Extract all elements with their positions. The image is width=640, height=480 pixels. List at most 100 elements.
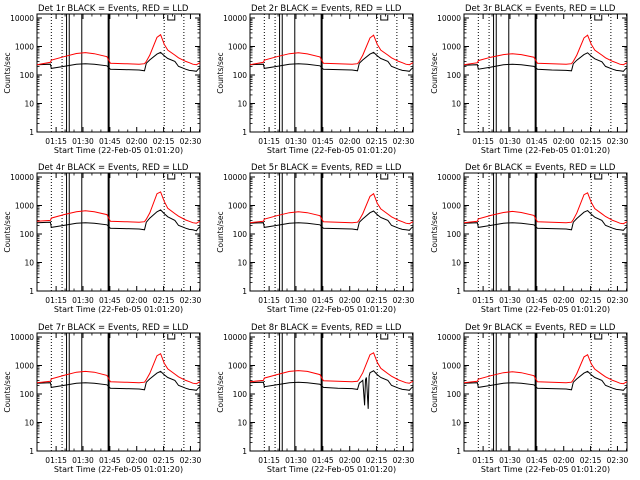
- y-axis-label: Counts/sec: [430, 52, 439, 93]
- y-axis-label: Counts/sec: [216, 211, 225, 252]
- y-axis-label: Counts/sec: [216, 52, 225, 93]
- x-tick-label: 02:15: [580, 296, 602, 305]
- panel-det-6r: Det 6r BLACK = Events, RED = LLD 1 10 100 10…: [430, 163, 628, 314]
- state-bracket: [380, 15, 389, 21]
- y-axis-label: Counts/sec: [3, 371, 12, 412]
- plot-frame: [249, 13, 414, 133]
- series-line-events: [36, 370, 201, 391]
- x-tick-label: 01:15: [258, 296, 280, 305]
- x-tick-label: 02:15: [366, 137, 388, 146]
- x-tick-label: 02:30: [393, 456, 415, 465]
- y-tick-label: 10: [451, 419, 461, 428]
- x-tick-label: 02:15: [580, 456, 602, 465]
- y-tick-label: 10: [451, 100, 461, 109]
- x-tick-label: 02:30: [607, 456, 629, 465]
- y-tick-label: 100: [233, 390, 248, 399]
- x-tick-label: 02:15: [580, 137, 602, 146]
- state-bracket: [594, 174, 603, 180]
- y-tick-label: 10000: [223, 173, 247, 182]
- x-tick-label: 01:15: [45, 137, 67, 146]
- y-tick-label: 10000: [437, 173, 461, 182]
- x-tick-label: 02:30: [393, 296, 415, 305]
- x-axis-label: Start Time (22-Feb-05 01:01:20): [267, 305, 396, 314]
- x-tick-label: 02:00: [339, 296, 361, 305]
- plot-frame: [249, 332, 414, 452]
- panel-title: Det 1r BLACK = Events, RED = LLD: [38, 4, 189, 14]
- y-tick-label: 10: [24, 100, 34, 109]
- x-tick-label: 02:30: [607, 137, 629, 146]
- x-tick-label: 01:45: [526, 456, 548, 465]
- panel-det-3r: Det 3r BLACK = Events, RED = LLD 1 10 100 10…: [430, 4, 628, 155]
- x-tick-label: 01:30: [285, 296, 307, 305]
- plot-frame: [36, 13, 201, 133]
- y-tick-label: 10: [237, 419, 247, 428]
- y-tick-label: 1: [242, 447, 247, 456]
- x-axis-label: Start Time (22-Feb-05 01:01:20): [54, 305, 183, 314]
- y-tick-label: 1000: [442, 43, 461, 52]
- series-line-lld: [36, 191, 201, 224]
- panel-title: Det 3r BLACK = Events, RED = LLD: [465, 4, 616, 14]
- plot-frame: [36, 172, 201, 292]
- x-axis-label: Start Time (22-Feb-05 01:01:20): [481, 465, 610, 474]
- y-tick-label: 100: [20, 230, 35, 239]
- y-tick-label: 1000: [228, 43, 247, 52]
- panel-title: Det 2r BLACK = Events, RED = LLD: [251, 4, 402, 14]
- y-axis-label: Counts/sec: [3, 52, 12, 93]
- series-line-lld: [249, 352, 414, 384]
- y-tick-label: 100: [20, 71, 35, 80]
- x-tick-label: 01:15: [472, 137, 494, 146]
- x-tick-label: 01:45: [312, 456, 334, 465]
- x-tick-label: 01:15: [45, 296, 67, 305]
- y-tick-label: 1: [29, 287, 34, 296]
- y-tick-label: 10000: [223, 14, 247, 23]
- y-tick-label: 10: [237, 100, 247, 109]
- x-tick-label: 02:00: [126, 137, 148, 146]
- series-line-events: [36, 51, 201, 72]
- y-tick-label: 10: [237, 259, 247, 268]
- y-tick-label: 1: [456, 447, 461, 456]
- y-tick-label: 1000: [442, 202, 461, 211]
- panel-det-5r: Det 5r BLACK = Events, RED = LLD 1 10 100 10…: [216, 163, 414, 314]
- plot-frame: [249, 172, 414, 292]
- x-tick-label: 02:00: [339, 137, 361, 146]
- y-tick-label: 10: [24, 259, 34, 268]
- x-tick-label: 02:30: [180, 137, 202, 146]
- series-line-lld: [36, 33, 201, 66]
- plot-frame: [36, 332, 201, 452]
- y-tick-label: 10000: [437, 14, 461, 23]
- panel-title: Det 5r BLACK = Events, RED = LLD: [251, 163, 402, 173]
- panel-title: Det 6r BLACK = Events, RED = LLD: [465, 163, 616, 173]
- x-tick-label: 01:15: [472, 296, 494, 305]
- panel-det-4r: Det 4r BLACK = Events, RED = LLD 1 10 100 10…: [3, 163, 201, 314]
- x-tick-label: 01:30: [499, 296, 521, 305]
- plot-frame: [463, 172, 628, 292]
- x-tick-label: 02:00: [553, 137, 575, 146]
- y-tick-label: 1000: [15, 202, 34, 211]
- y-tick-label: 10000: [223, 333, 247, 342]
- x-tick-label: 01:30: [72, 456, 94, 465]
- x-tick-label: 01:15: [472, 456, 494, 465]
- y-axis-label: Counts/sec: [216, 371, 225, 412]
- plot-frame: [463, 13, 628, 133]
- series-line-events: [36, 209, 201, 232]
- y-tick-label: 100: [233, 71, 248, 80]
- x-tick-label: 02:15: [153, 456, 175, 465]
- panel-det-7r: Det 7r BLACK = Events, RED = LLD 1 10 100 10…: [3, 323, 201, 474]
- x-tick-label: 02:30: [393, 137, 415, 146]
- x-tick-label: 02:30: [180, 456, 202, 465]
- y-tick-label: 1000: [15, 43, 34, 52]
- state-bracket: [380, 174, 389, 180]
- y-tick-label: 1: [456, 128, 461, 137]
- y-tick-label: 1: [29, 128, 34, 137]
- y-tick-label: 1: [456, 287, 461, 296]
- series-line-events: [249, 51, 414, 72]
- y-tick-label: 100: [233, 230, 248, 239]
- y-axis-label: Counts/sec: [430, 211, 439, 252]
- x-tick-label: 01:30: [285, 137, 307, 146]
- y-tick-label: 1: [242, 128, 247, 137]
- y-tick-label: 10000: [437, 333, 461, 342]
- x-tick-label: 02:00: [553, 456, 575, 465]
- x-tick-label: 01:30: [72, 296, 94, 305]
- series-line-events: [249, 370, 414, 409]
- x-tick-label: 01:45: [526, 296, 548, 305]
